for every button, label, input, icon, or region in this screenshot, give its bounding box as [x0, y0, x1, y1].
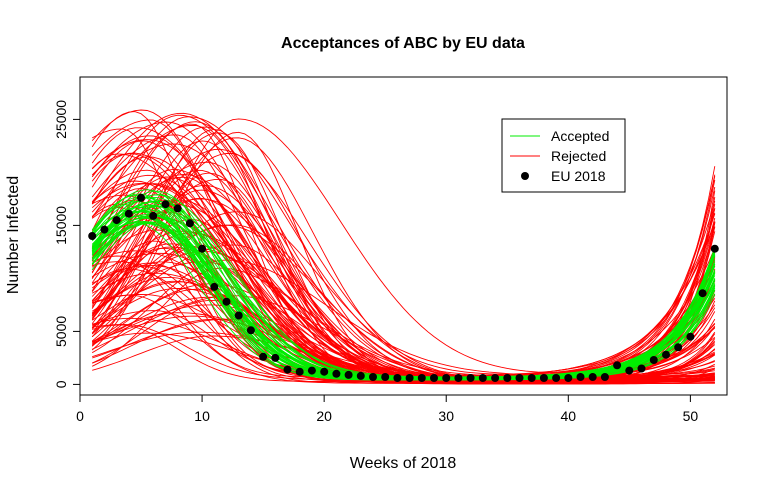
rejected-line — [91, 199, 716, 384]
eu-2018-point — [710, 244, 719, 253]
eu-2018-point — [417, 374, 426, 382]
rejected-line — [92, 194, 716, 382]
legend-rejected-label: Rejected — [551, 148, 606, 164]
rejected-line — [91, 161, 716, 377]
rejected-line — [92, 196, 716, 378]
eu-2018-point — [625, 366, 634, 375]
eu-2018-point — [307, 366, 316, 375]
x-tick-label: 10 — [194, 408, 210, 424]
eu-2018-point — [613, 361, 622, 370]
eu-2018-point — [271, 353, 280, 362]
eu-2018-point — [454, 374, 463, 382]
eu-2018-point — [381, 373, 390, 381]
eu-2018-point — [112, 216, 121, 225]
eu-2018-point — [246, 326, 255, 335]
accepted-line — [91, 195, 716, 378]
rejected-line — [92, 294, 715, 384]
x-tick-label: 30 — [438, 408, 454, 424]
eu-2018-point — [173, 204, 182, 213]
eu-2018-point — [478, 374, 487, 382]
eu-2018-point — [503, 374, 512, 382]
x-axis: 0 10 20 30 40 50 — [76, 394, 699, 424]
eu-2018-point — [137, 193, 145, 202]
legend: Accepted Rejected EU 2018 — [501, 118, 626, 193]
eu-2018-point — [124, 209, 133, 218]
eu-2018-point — [332, 369, 341, 378]
y-tick-label: 25000 — [53, 100, 69, 139]
x-tick-label: 50 — [683, 408, 699, 424]
accepted-line — [91, 205, 716, 381]
rejected-line — [91, 178, 716, 380]
eu-2018-point — [100, 225, 109, 234]
eu-2018-point — [320, 367, 329, 376]
eu-2018-point — [344, 370, 353, 379]
x-axis-label: Weeks of 2018 — [350, 455, 457, 472]
eu-2018-point — [149, 211, 158, 220]
eu-2018-point — [649, 356, 658, 364]
eu-2018-point — [356, 371, 365, 380]
legend-observed-point — [521, 172, 529, 180]
eu-2018-point — [430, 374, 438, 382]
eu-2018-point — [466, 374, 475, 382]
eu-2018-point — [161, 200, 170, 209]
eu-2018-point — [210, 282, 219, 291]
eu-2018-point — [405, 374, 414, 382]
rejected-line — [91, 180, 716, 381]
eu-2018-point — [576, 373, 585, 381]
eu-2018-point — [564, 374, 573, 382]
eu-2018-point — [674, 343, 683, 352]
y-axis-label: Number Infected — [5, 176, 22, 294]
eu-2018-point — [637, 364, 646, 373]
eu-2018-point — [552, 374, 561, 382]
rejected-line — [91, 112, 716, 379]
eu-2018-point — [588, 373, 597, 381]
eu-2018-point — [539, 374, 548, 382]
x-tick-label: 40 — [561, 408, 577, 424]
legend-observed-label: EU 2018 — [551, 168, 606, 184]
y-tick-label: 5000 — [53, 316, 69, 347]
eu-2018-point — [600, 373, 609, 381]
eu-2018-point — [698, 289, 707, 298]
legend-accepted-label: Accepted — [551, 128, 609, 144]
eu-2018-point — [185, 219, 194, 228]
eu-2018-point — [491, 374, 500, 382]
eu-2018-point — [283, 365, 292, 374]
eu-2018-point — [442, 374, 451, 382]
y-axis: 0 5000 15000 25000 — [53, 100, 81, 388]
eu-2018-point — [369, 373, 377, 381]
y-tick-label: 0 — [53, 380, 69, 388]
eu-2018-point — [686, 332, 695, 341]
eu-2018-point — [234, 311, 243, 320]
chart-title: Acceptances of ABC by EU data — [281, 35, 525, 52]
eu-2018-point — [198, 244, 207, 253]
eu-2018-point — [393, 374, 402, 382]
eu-2018-point — [222, 297, 231, 306]
x-tick-label: 0 — [76, 408, 84, 424]
accepted-line — [91, 211, 716, 378]
rejected-line — [91, 174, 716, 375]
eu-2018-point — [527, 374, 536, 382]
x-tick-label: 20 — [316, 408, 332, 424]
rejected-line — [91, 189, 715, 382]
observed-points — [88, 193, 719, 382]
eu-2018-point — [662, 350, 670, 359]
y-tick-label: 15000 — [53, 206, 69, 245]
accepted-lines — [91, 189, 716, 381]
eu-2018-point — [295, 367, 304, 376]
eu-2018-point — [259, 352, 268, 361]
eu-2018-point — [88, 232, 97, 240]
eu-2018-point — [515, 374, 524, 382]
